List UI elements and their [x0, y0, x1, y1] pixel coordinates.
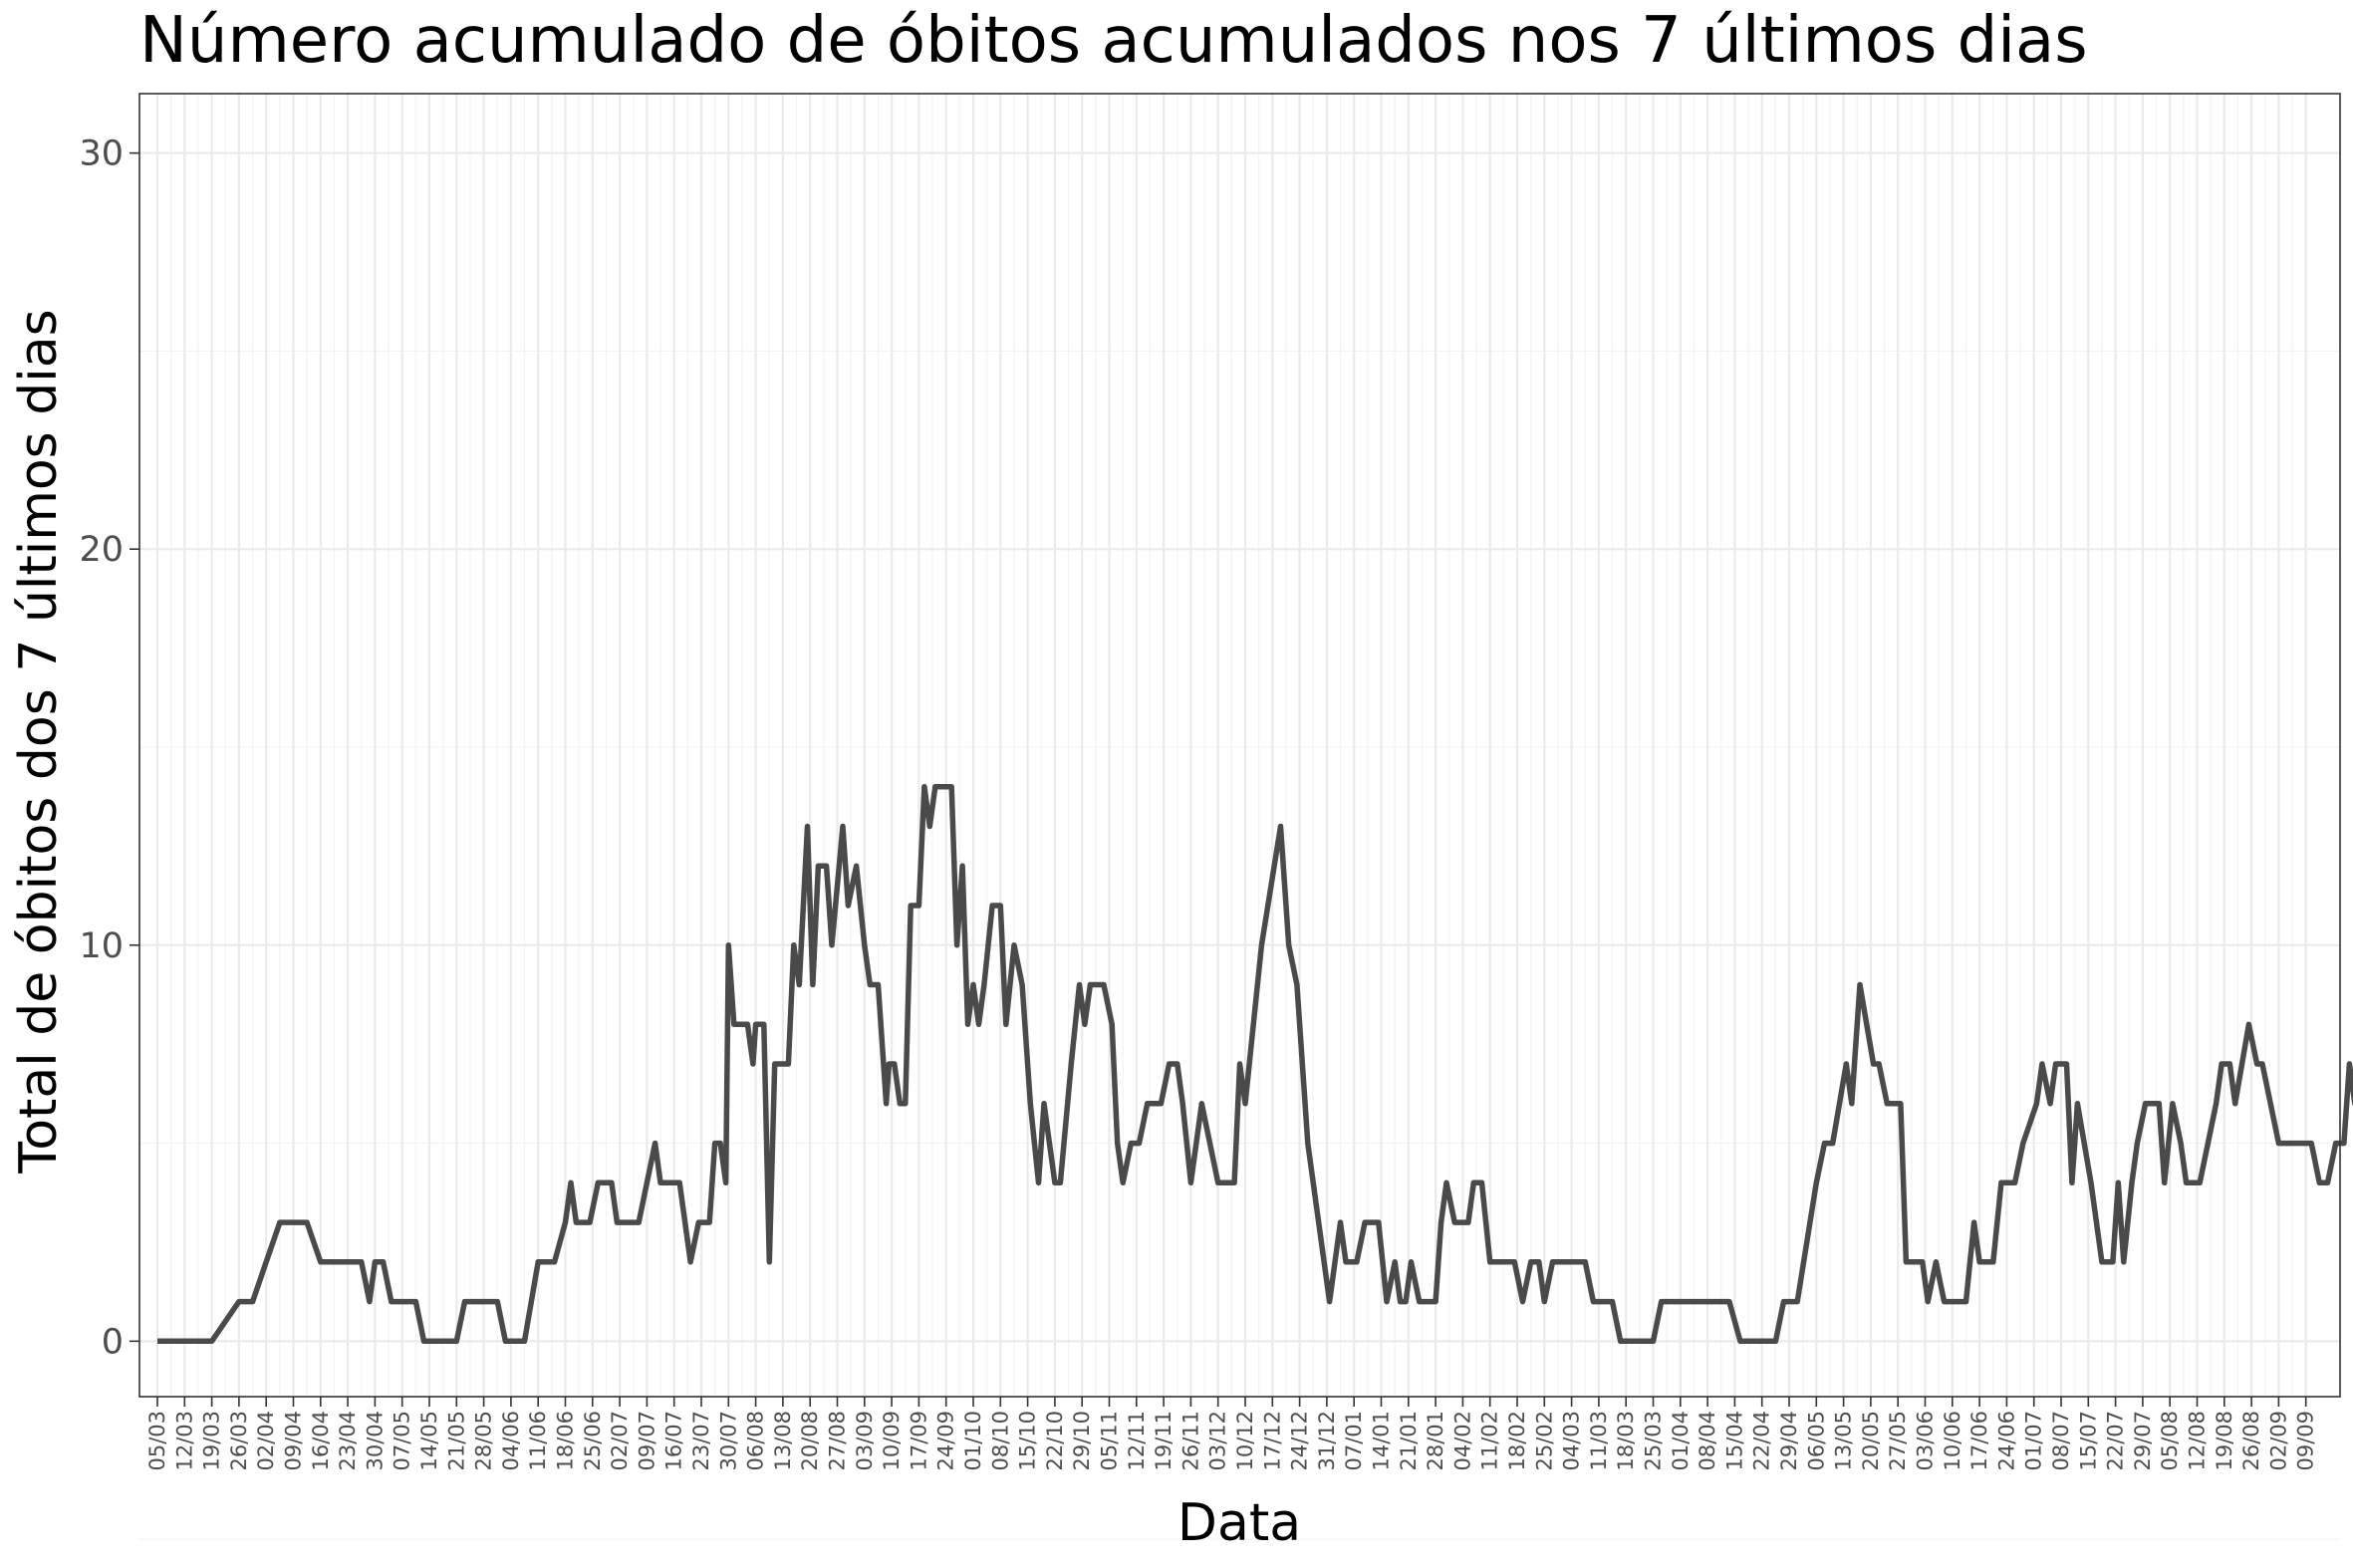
x-tick-label: 02/09 — [2266, 1411, 2290, 1471]
x-tick-label: 15/04 — [1722, 1411, 1746, 1471]
x-tick-label: 29/07 — [2131, 1411, 2155, 1471]
x-tick-label: 02/04 — [254, 1411, 278, 1471]
x-tick-label: 27/05 — [1886, 1411, 1910, 1471]
x-tick-label: 12/11 — [1125, 1411, 1149, 1471]
x-tick-label: 19/11 — [1152, 1411, 1176, 1471]
y-tick-label: 10 — [79, 926, 124, 966]
x-tick-label: 20/05 — [1859, 1411, 1883, 1471]
x-tick-label: 25/02 — [1532, 1411, 1556, 1471]
x-tick-label: 10/09 — [880, 1411, 904, 1471]
x-tick-label: 01/10 — [961, 1411, 985, 1471]
x-tick-label: 21/01 — [1397, 1411, 1421, 1471]
x-tick-label: 04/06 — [499, 1411, 523, 1471]
y-tick-label: 0 — [102, 1322, 124, 1362]
x-tick-label: 21/05 — [444, 1411, 468, 1471]
x-tick-label: 05/03 — [145, 1411, 169, 1471]
x-tick-label: 18/03 — [1614, 1411, 1638, 1471]
x-tick-label: 05/08 — [2158, 1411, 2182, 1471]
x-tick-label: 04/03 — [1560, 1411, 1584, 1471]
x-tick-label: 05/11 — [1098, 1411, 1122, 1471]
x-tick-label: 24/06 — [1994, 1411, 2018, 1471]
x-tick-label: 30/07 — [716, 1411, 740, 1471]
x-tick-label: 26/08 — [2239, 1411, 2263, 1471]
x-tick-label: 06/05 — [1804, 1411, 1828, 1471]
x-tick-label: 10/12 — [1233, 1411, 1257, 1471]
x-tick-label: 01/04 — [1669, 1411, 1693, 1471]
x-tick-label: 22/10 — [1043, 1411, 1067, 1471]
x-tick-label: 03/09 — [853, 1411, 877, 1471]
grid — [139, 94, 2340, 1540]
x-axis-title: Data — [1177, 1493, 1301, 1553]
x-tick-label: 18/06 — [554, 1411, 578, 1471]
x-tick-label: 16/07 — [662, 1411, 686, 1471]
y-axis-title: Total de óbitos dos 7 últimos dias — [9, 309, 69, 1174]
x-tick-label: 17/12 — [1260, 1411, 1284, 1471]
x-tick-label: 14/01 — [1370, 1411, 1394, 1471]
x-tick-label: 23/04 — [336, 1411, 360, 1471]
x-tick-label: 31/12 — [1315, 1411, 1339, 1471]
x-tick-label: 19/08 — [2213, 1411, 2236, 1471]
x-tick-label: 03/06 — [1914, 1411, 1938, 1471]
x-tick-label: 24/12 — [1288, 1411, 1312, 1471]
x-tick-label: 09/07 — [635, 1411, 658, 1471]
y-tick-label: 30 — [79, 134, 124, 174]
x-tick-label: 22/04 — [1750, 1411, 1774, 1471]
x-axis: 05/03 12/03 19/03 26/03 02/04 09/04 16/04 23/04… — [145, 1397, 2318, 1471]
x-tick-label: 09/04 — [282, 1411, 306, 1471]
x-tick-label: 23/07 — [689, 1411, 713, 1471]
x-tick-label: 19/03 — [200, 1411, 224, 1471]
x-tick-label: 09/09 — [2294, 1411, 2318, 1471]
x-tick-label: 17/09 — [907, 1411, 930, 1471]
x-tick-label: 25/03 — [1642, 1411, 1666, 1471]
x-tick-label: 29/04 — [1777, 1411, 1801, 1471]
x-tick-label: 08/10 — [988, 1411, 1012, 1471]
x-tick-label: 12/08 — [2186, 1411, 2210, 1471]
x-tick-label: 15/07 — [2076, 1411, 2100, 1471]
plot-panel — [138, 93, 2341, 1398]
x-tick-label: 17/06 — [1967, 1411, 1991, 1471]
x-tick-label: 08/07 — [2049, 1411, 2073, 1471]
x-tick-label: 01/07 — [2022, 1411, 2046, 1471]
x-tick-label: 28/05 — [472, 1411, 496, 1471]
x-tick-label: 11/02 — [1478, 1411, 1502, 1471]
x-tick-label: 03/12 — [1206, 1411, 1230, 1471]
x-tick-label: 07/01 — [1342, 1411, 1366, 1471]
x-tick-label: 15/10 — [1016, 1411, 1040, 1471]
x-tick-label: 02/07 — [608, 1411, 632, 1471]
x-tick-label: 06/08 — [744, 1411, 768, 1471]
x-tick-label: 12/03 — [172, 1411, 196, 1471]
x-tick-label: 28/01 — [1424, 1411, 1447, 1471]
x-tick-label: 11/03 — [1587, 1411, 1611, 1471]
x-tick-label: 13/05 — [1832, 1411, 1856, 1471]
series-line — [157, 783, 2353, 1345]
x-tick-label: 07/05 — [391, 1411, 414, 1471]
x-tick-label: 29/10 — [1070, 1411, 1094, 1471]
x-tick-label: 18/02 — [1505, 1411, 1529, 1471]
y-tick-label: 20 — [79, 530, 124, 570]
x-tick-label: 04/02 — [1450, 1411, 1474, 1471]
x-tick-label: 22/07 — [2104, 1411, 2128, 1471]
x-tick-label: 11/06 — [526, 1411, 550, 1471]
x-tick-label: 14/05 — [417, 1411, 441, 1471]
x-tick-label: 16/04 — [309, 1411, 333, 1471]
chart-title: Número acumulado de óbitos acumulados no… — [139, 4, 2088, 78]
x-tick-label: 10/06 — [1941, 1411, 1964, 1471]
x-tick-label: 13/08 — [771, 1411, 795, 1471]
x-tick-label: 26/03 — [227, 1411, 251, 1471]
x-tick-label: 08/04 — [1696, 1411, 1719, 1471]
y-axis: 0 10 20 30 — [79, 134, 139, 1362]
x-tick-label: 25/06 — [581, 1411, 605, 1471]
x-tick-label: 20/08 — [798, 1411, 822, 1471]
x-tick-label: 26/11 — [1178, 1411, 1202, 1471]
x-tick-label: 27/08 — [826, 1411, 850, 1471]
x-tick-label: 24/09 — [934, 1411, 958, 1471]
x-tick-label: 30/04 — [363, 1411, 387, 1471]
